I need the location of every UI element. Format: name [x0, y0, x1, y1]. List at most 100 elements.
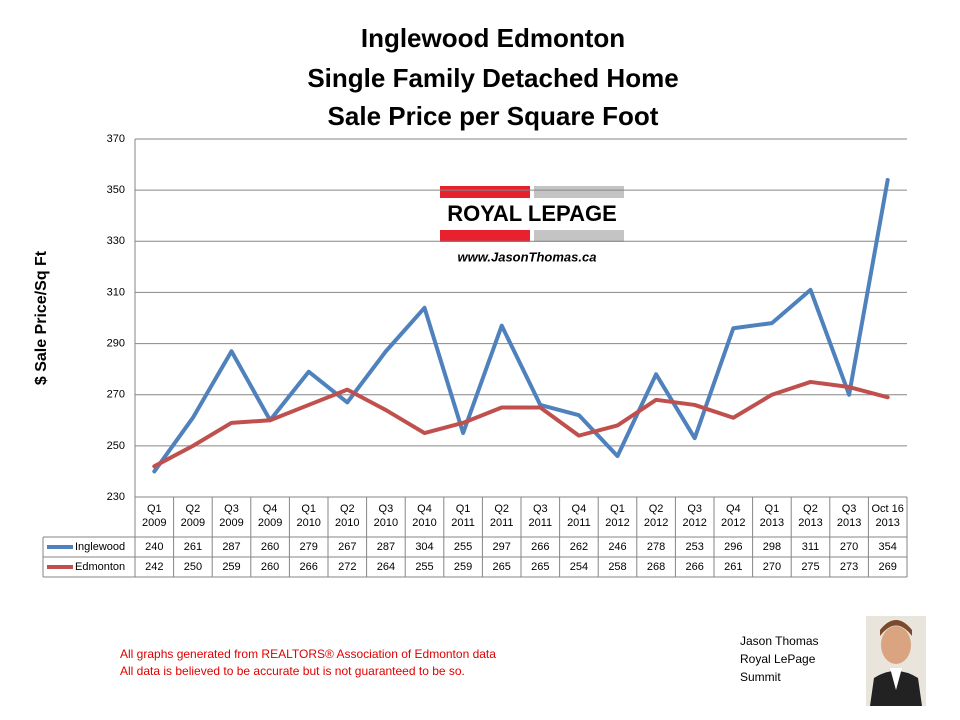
chart-title: Inglewood Edmonton: [361, 23, 625, 53]
logo-bar: [440, 186, 530, 198]
table-value: 266: [531, 541, 549, 553]
table-value: 278: [647, 541, 665, 553]
x-tick-label: Q3: [687, 503, 702, 515]
x-tick-label: 2010: [296, 517, 320, 529]
x-tick-label: 2013: [798, 517, 822, 529]
x-tick-label: Oct 16: [871, 503, 903, 515]
table-value: 265: [531, 561, 549, 573]
x-tick-label: Q3: [379, 503, 394, 515]
x-tick-label: 2009: [142, 517, 166, 529]
y-tick-label: 270: [107, 389, 125, 401]
y-tick-label: 370: [107, 133, 125, 145]
logo-bar: [440, 230, 530, 242]
x-tick-label: 2010: [374, 517, 398, 529]
table-value: 255: [454, 541, 472, 553]
table-value: 259: [222, 561, 240, 573]
x-tick-label: 2012: [682, 517, 706, 529]
table-value: 298: [763, 541, 781, 553]
y-tick-label: 350: [107, 184, 125, 196]
table-value: 242: [145, 561, 163, 573]
x-tick-label: Q3: [842, 503, 857, 515]
legend-label: Edmonton: [75, 561, 125, 573]
logo: ROYAL LEPAGE www.JasonThomas.ca: [440, 186, 624, 264]
table-value: 272: [338, 561, 356, 573]
y-tick-label: 310: [107, 286, 125, 298]
table-value: 261: [724, 561, 742, 573]
y-tick-label: 290: [107, 337, 125, 349]
table-value: 270: [763, 561, 781, 573]
x-tick-label: 2009: [219, 517, 243, 529]
table-value: 260: [261, 541, 279, 553]
table-value: 296: [724, 541, 742, 553]
x-tick-label: Q4: [726, 503, 741, 515]
agent: Summit: [740, 670, 781, 684]
chart-title: Sale Price per Square Foot: [328, 101, 659, 131]
table-value: 259: [454, 561, 472, 573]
x-tick-label: 2012: [721, 517, 745, 529]
x-tick-label: Q4: [572, 503, 587, 515]
x-tick-label: 2012: [644, 517, 668, 529]
logo-url: www.JasonThomas.ca: [458, 249, 597, 264]
x-tick-label: Q1: [147, 503, 162, 515]
table-value: 266: [686, 561, 704, 573]
table-value: 275: [801, 561, 819, 573]
table-value: 261: [184, 541, 202, 553]
x-tick-label: 2010: [412, 517, 436, 529]
table-value: 273: [840, 561, 858, 573]
y-tick-label: 330: [107, 235, 125, 247]
y-tick-label: 230: [107, 491, 125, 503]
table-value: 287: [377, 541, 395, 553]
table-value: 260: [261, 561, 279, 573]
x-tick-label: 2011: [567, 517, 591, 529]
agent: Royal LePage: [740, 652, 816, 666]
agent-photo: [866, 616, 926, 706]
x-tick-label: 2012: [605, 517, 629, 529]
table-value: 265: [493, 561, 511, 573]
x-tick-label: 2010: [335, 517, 359, 529]
table-value: 255: [415, 561, 433, 573]
series-line: [152, 379, 890, 469]
table-value: 253: [686, 541, 704, 553]
note: All data is believed to be accurate but …: [120, 664, 465, 678]
x-tick-label: Q3: [224, 503, 239, 515]
x-tick-label: Q2: [649, 503, 664, 515]
x-tick-label: Q2: [494, 503, 509, 515]
logo-text: ROYAL LEPAGE: [447, 201, 617, 226]
x-tick-label: 2011: [451, 517, 475, 529]
x-tick-label: Q1: [301, 503, 316, 515]
x-tick-label: 2013: [837, 517, 861, 529]
x-tick-label: Q4: [263, 503, 278, 515]
x-tick-label: Q1: [456, 503, 471, 515]
x-tick-label: Q1: [610, 503, 625, 515]
x-tick-label: Q1: [765, 503, 780, 515]
table-value: 250: [184, 561, 202, 573]
x-tick-label: 2013: [875, 517, 899, 529]
table-value: 267: [338, 541, 356, 553]
x-tick-label: 2009: [258, 517, 282, 529]
table-value: 269: [879, 561, 897, 573]
table-value: 240: [145, 541, 163, 553]
x-tick-label: 2011: [528, 517, 552, 529]
table-value: 311: [802, 541, 820, 553]
table-value: 268: [647, 561, 665, 573]
table-value: 270: [840, 541, 858, 553]
table-value: 266: [300, 561, 318, 573]
table-value: 354: [879, 541, 897, 553]
legend-label: Inglewood: [75, 541, 125, 553]
chart-title: Single Family Detached Home: [307, 63, 678, 93]
table-value: 279: [300, 541, 318, 553]
table-value: 254: [570, 561, 588, 573]
x-tick-label: Q2: [186, 503, 201, 515]
y-axis-label: $ Sale Price/Sq Ft: [33, 250, 50, 385]
table-value: 264: [377, 561, 395, 573]
note: All graphs generated from REALTORS® Asso…: [120, 647, 496, 661]
x-tick-label: 2009: [181, 517, 205, 529]
series-line: [152, 177, 890, 474]
table-value: 262: [570, 541, 588, 553]
logo-bar: [534, 230, 624, 242]
x-tick-label: 2011: [490, 517, 514, 529]
x-tick-label: Q3: [533, 503, 548, 515]
x-tick-label: Q2: [803, 503, 818, 515]
table-value: 246: [608, 541, 626, 553]
